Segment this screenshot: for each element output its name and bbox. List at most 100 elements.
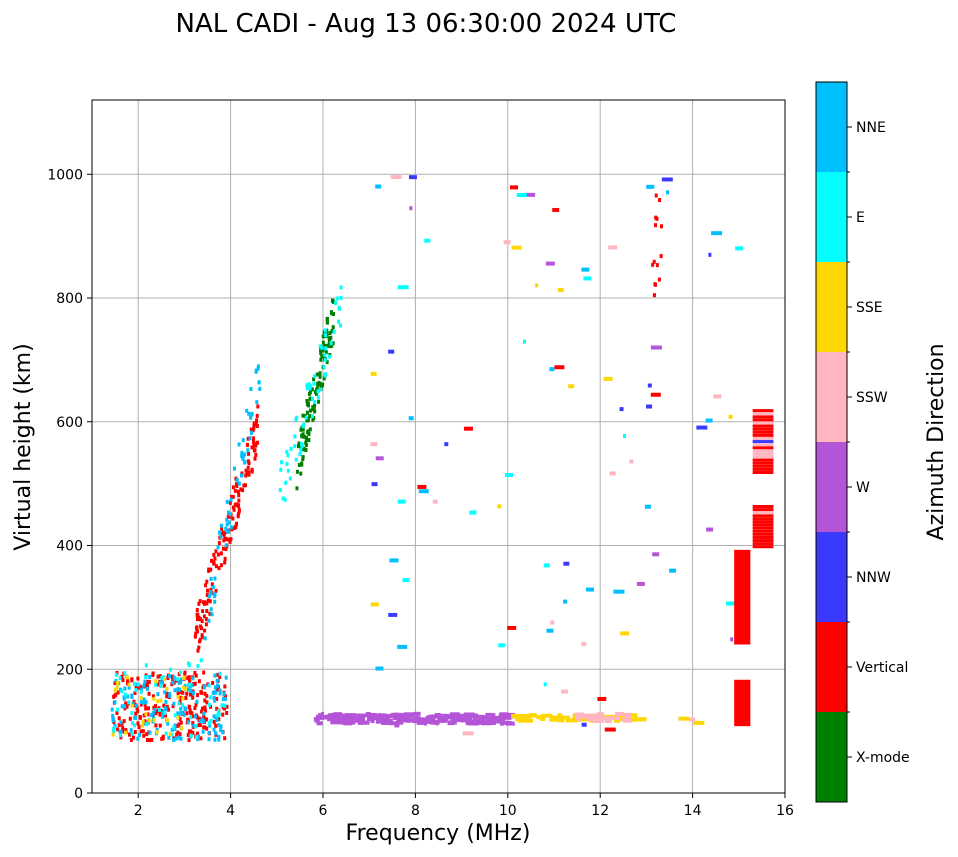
echo-point (330, 720, 342, 725)
echo-point (124, 730, 128, 735)
echo-point (299, 447, 303, 452)
echo-point (123, 686, 127, 691)
echo-point (198, 716, 202, 721)
echo-point (159, 680, 163, 685)
echo-point (198, 637, 202, 642)
echo-point (228, 512, 232, 517)
echo-point (308, 427, 312, 432)
echo-point (209, 567, 213, 572)
echo-point (437, 717, 444, 722)
echo-point (136, 721, 140, 726)
echo-point (503, 240, 511, 245)
echo-point (198, 719, 202, 724)
echo-point (243, 483, 247, 488)
echo-point (496, 716, 506, 721)
echo-point (221, 697, 225, 702)
echo-point (195, 617, 199, 622)
echo-point (229, 537, 233, 542)
echo-point (432, 499, 438, 504)
echo-point (233, 488, 237, 493)
echo-bar (734, 549, 751, 645)
echo-point (319, 715, 328, 720)
echo-point (397, 713, 403, 718)
echo-point (328, 354, 332, 359)
echo-point (522, 339, 526, 344)
x-axis-label: Frequency (MHz) (346, 821, 531, 846)
echo-point (127, 700, 131, 705)
echo-point (213, 673, 217, 678)
echo-point (240, 450, 244, 455)
echo-point (301, 424, 305, 429)
echo-point (505, 721, 515, 726)
echo-point (248, 436, 252, 441)
echo-point (396, 718, 407, 723)
echo-point (170, 732, 174, 737)
echo-point (315, 387, 319, 392)
echo-point (331, 341, 335, 346)
echo-point (246, 465, 250, 470)
echo-point (469, 719, 481, 724)
echo-point (148, 738, 152, 743)
echo-point (524, 192, 536, 197)
echo-point (151, 672, 155, 677)
echo-point (200, 633, 204, 638)
echo-point (168, 691, 172, 696)
echo-point (318, 374, 322, 379)
y-tick-label: 200 (56, 662, 83, 678)
echo-point (236, 514, 240, 519)
echo-point (110, 707, 114, 712)
echo-point (187, 738, 191, 743)
echo-point (314, 718, 320, 723)
echo-point (209, 587, 213, 592)
echo-point (482, 715, 486, 720)
echo-point (211, 691, 215, 696)
echo-point (554, 365, 565, 370)
echo-point (150, 713, 154, 718)
echo-point (256, 440, 260, 445)
echo-point (119, 729, 123, 734)
echo-point (203, 636, 207, 641)
colorbar-segment (816, 622, 847, 712)
echo-point (134, 688, 138, 693)
echo-point (196, 612, 200, 617)
echo-point (178, 670, 182, 675)
echo-point (144, 675, 148, 680)
echo-point (417, 484, 427, 489)
echo-point (623, 718, 632, 723)
echo-point (187, 729, 191, 734)
echo-point (335, 717, 346, 722)
echo-stripe (752, 427, 774, 431)
echo-point (321, 334, 325, 339)
echo-point (221, 730, 225, 735)
echo-point (134, 711, 138, 716)
echo-point (236, 512, 240, 517)
echo-point (226, 537, 230, 542)
echo-point (338, 323, 342, 328)
echo-point (154, 682, 158, 687)
echo-point (447, 721, 455, 726)
echo-point (418, 717, 426, 722)
echo-point (136, 736, 140, 741)
echo-stripe (752, 461, 774, 465)
echo-point (217, 734, 221, 739)
echo-point (218, 688, 222, 693)
echo-point (241, 438, 245, 443)
echo-point (186, 661, 190, 666)
echo-point (144, 711, 148, 716)
echo-stripe (752, 508, 774, 512)
echo-point (728, 414, 733, 419)
echo-point (416, 720, 427, 725)
echo-point (708, 252, 712, 257)
echo-point (255, 400, 259, 405)
echo-point (200, 690, 204, 695)
echo-point (124, 701, 128, 706)
echo-point (329, 310, 333, 315)
echo-point (130, 693, 134, 698)
echo-point (162, 683, 166, 688)
echo-point (306, 417, 310, 422)
echo-point (325, 343, 329, 348)
echo-point (178, 732, 182, 737)
echo-point (231, 485, 235, 490)
echo-point (371, 482, 378, 487)
